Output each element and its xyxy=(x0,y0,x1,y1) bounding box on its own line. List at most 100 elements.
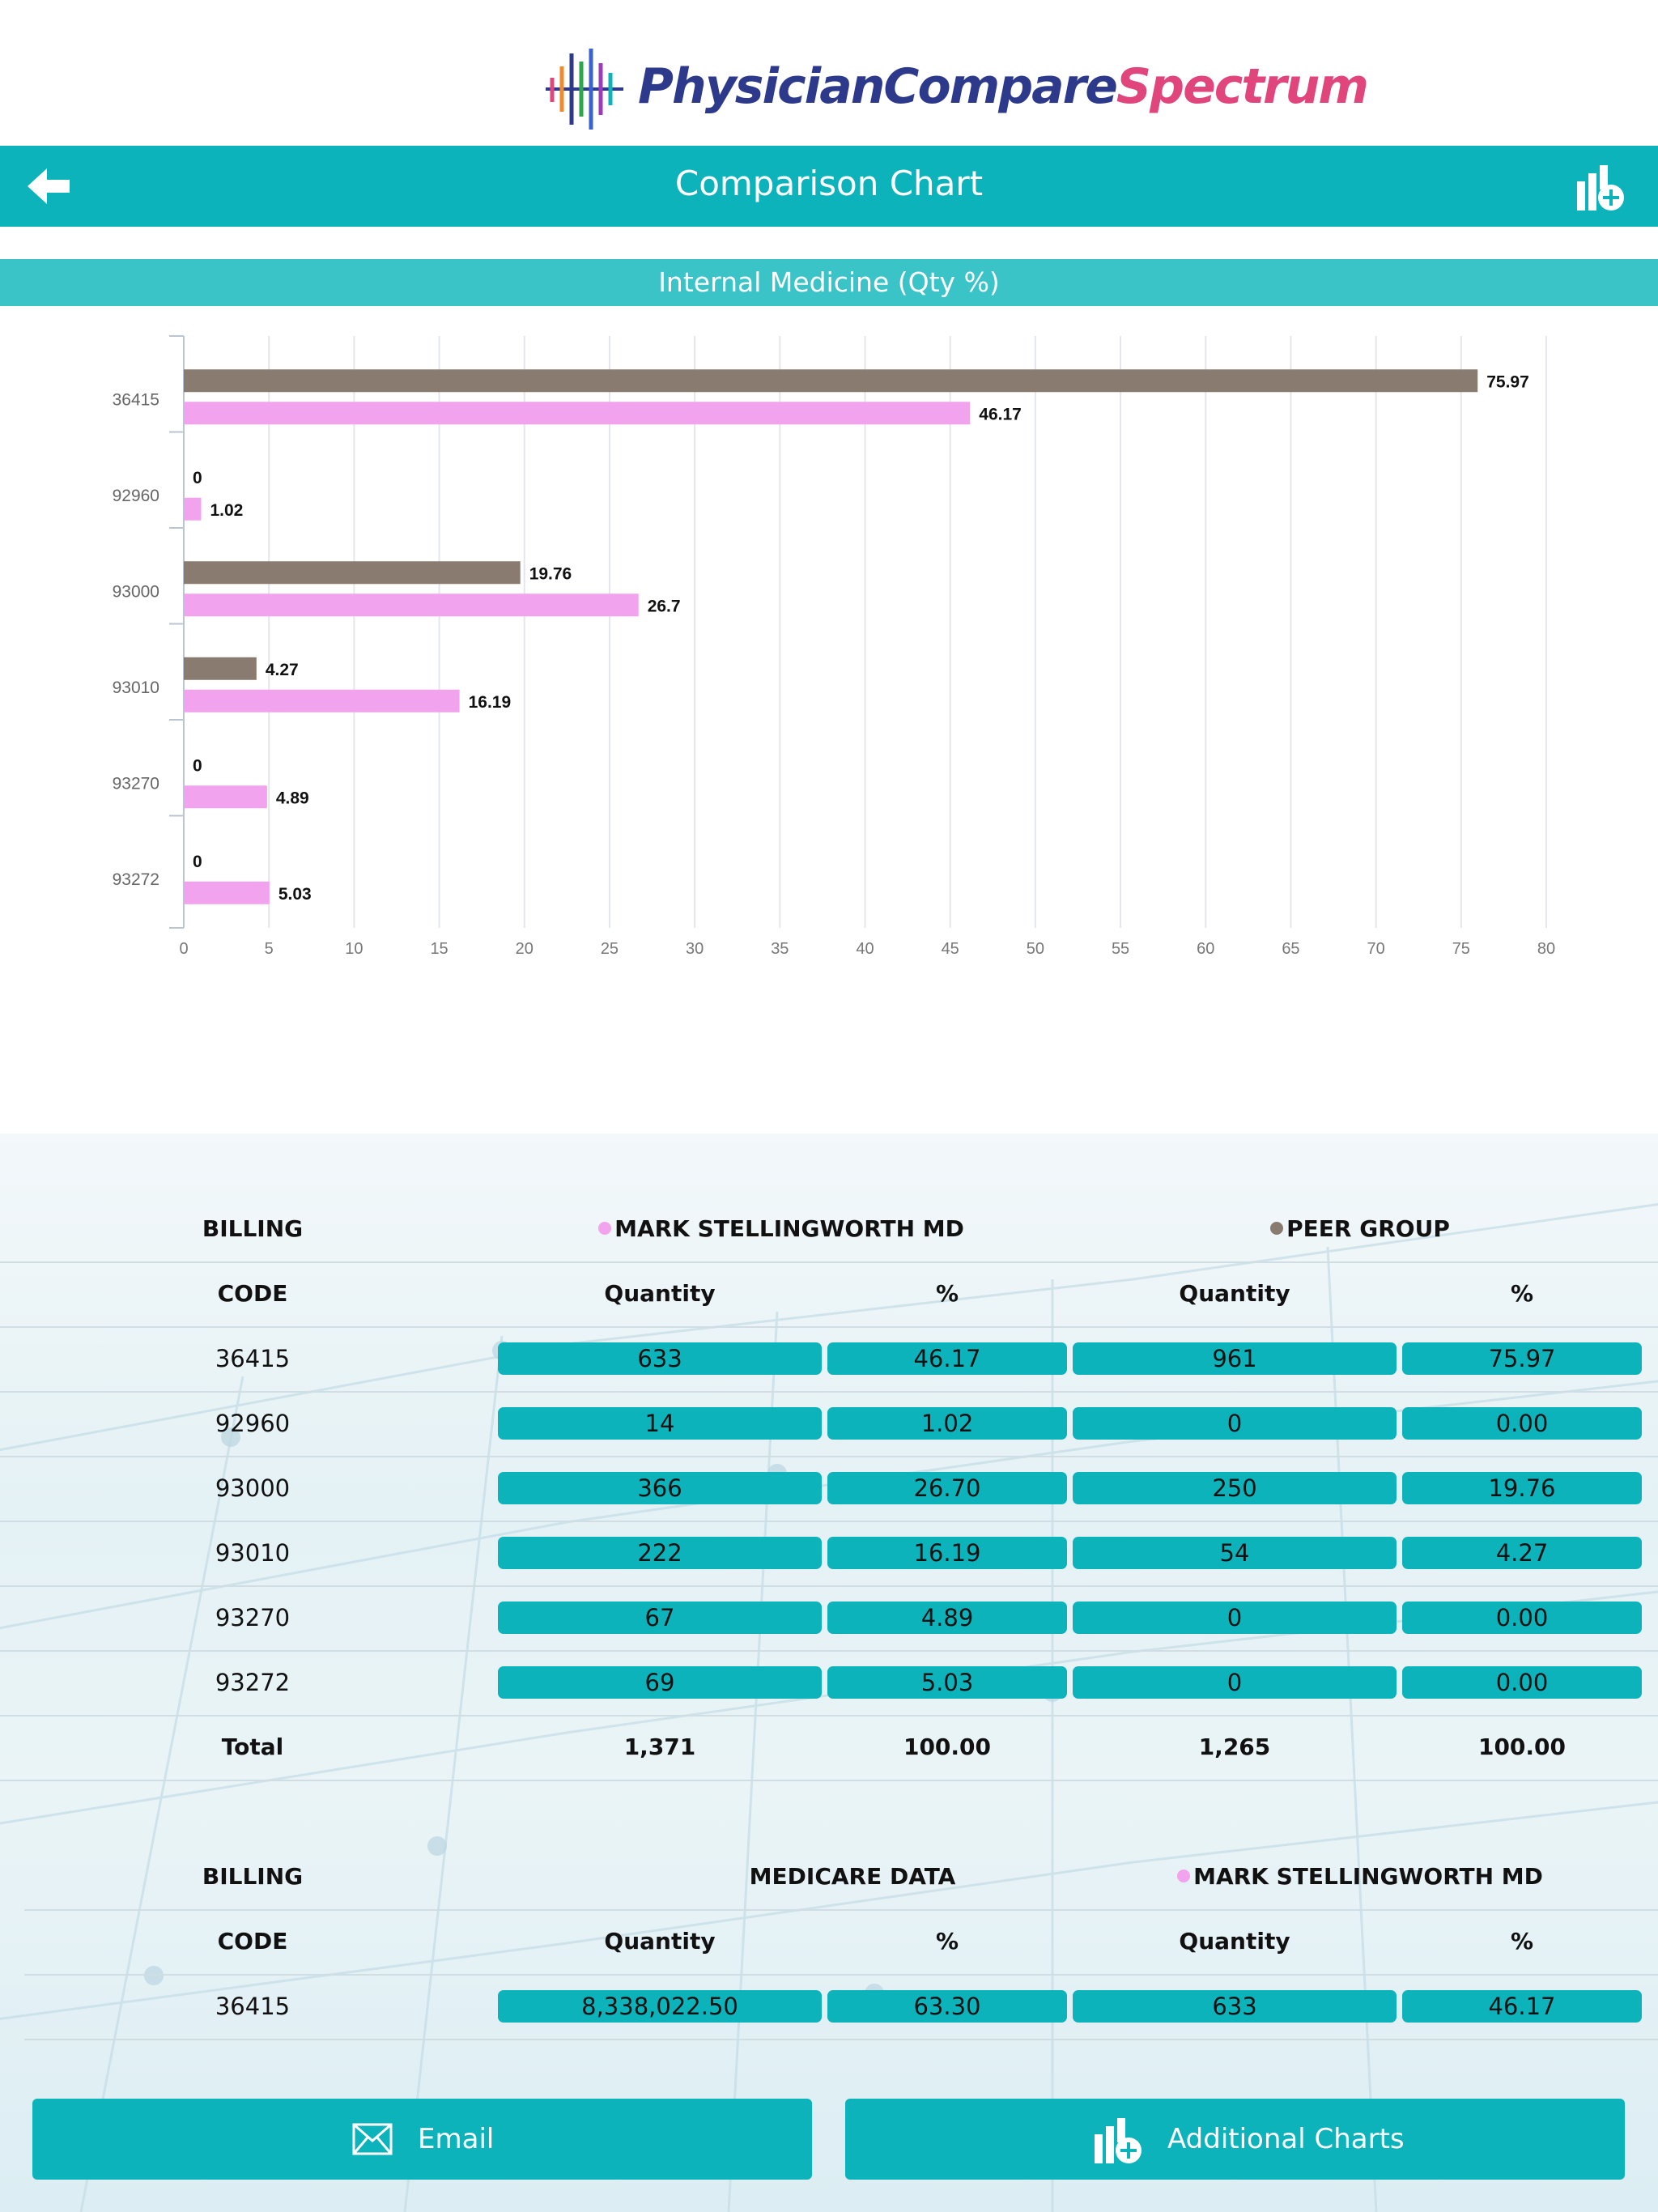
quantity-value: 961 xyxy=(1073,1342,1397,1375)
bar-value-label: 4.27 xyxy=(266,661,299,679)
add-chart-icon xyxy=(1577,165,1624,211)
percent-header: % xyxy=(935,1280,959,1307)
logo-text-spectrum: Spectrum xyxy=(1116,58,1369,115)
quantity-value: 14 xyxy=(498,1407,822,1440)
peer-group-legend-dot xyxy=(1270,1222,1284,1235)
y-tick-label: 93000 xyxy=(113,582,159,601)
percent-value: 0.00 xyxy=(1402,1666,1642,1699)
y-tick-label: 93270 xyxy=(113,774,159,793)
percent-value: 26.70 xyxy=(827,1472,1067,1504)
chart-title-banner: Internal Medicine (Qty %) xyxy=(0,259,1658,306)
y-tick-label: 93272 xyxy=(113,870,159,889)
physician-bar xyxy=(184,785,267,809)
percent-value: 46.17 xyxy=(1402,1990,1642,2023)
arrow-left-icon xyxy=(28,168,70,204)
quantity-value: 69 xyxy=(498,1666,822,1699)
x-tick-label: 15 xyxy=(430,940,448,958)
table-row: 92960 14 1.02 0 0.00 xyxy=(0,1391,1658,1457)
physician-bar xyxy=(184,689,460,713)
billing-code-header: BILLING CODE xyxy=(202,1215,304,1307)
table-total-row: Total 1,371 100.00 1,265 100.00 xyxy=(0,1715,1658,1781)
physician-legend-dot xyxy=(1177,1870,1191,1882)
page-title: Comparison Chart xyxy=(674,164,984,203)
percent-value: 0.00 xyxy=(1402,1407,1642,1440)
quantity-value: 54 xyxy=(1073,1537,1397,1569)
quantity-header: Quantity xyxy=(1179,1280,1290,1307)
medicare-header: MEDICARE DATA xyxy=(749,1863,956,1890)
percent-value: 5.03 xyxy=(827,1666,1067,1699)
x-tick-label: 35 xyxy=(771,940,789,958)
percent-value: 4.27 xyxy=(1402,1537,1642,1569)
peer-group-bar xyxy=(184,657,257,680)
percent-header: % xyxy=(1510,1280,1534,1307)
y-tick-label: 93010 xyxy=(113,678,159,697)
billing-code-cell: 92960 xyxy=(215,1410,291,1437)
table-subheader-row: Quantity % Quantity % xyxy=(24,1909,1658,1976)
logo-wordmark: PhysicianCompareSpectrum xyxy=(638,58,1369,115)
logo-icon xyxy=(546,49,623,130)
total-percent: 100.00 xyxy=(1477,1733,1567,1760)
quantity-value: 0 xyxy=(1073,1407,1397,1440)
table-header-row: BILLING CODE MEDICARE DATA MARK STELLING… xyxy=(24,1844,1658,1955)
quantity-header: Quantity xyxy=(1179,1928,1290,1955)
percent-value: 0.00 xyxy=(1402,1602,1642,1634)
x-tick-label: 65 xyxy=(1282,940,1299,958)
percent-value: 63.30 xyxy=(827,1990,1067,2023)
x-tick-label: 70 xyxy=(1367,940,1385,958)
table-header-row: BILLING CODE MARK STELLINGWORTH MD PEER … xyxy=(0,1197,1658,1307)
quantity-value: 8,338,022.50 xyxy=(498,1990,822,2023)
x-tick-label: 55 xyxy=(1112,940,1129,958)
email-button[interactable]: Email xyxy=(32,2099,812,2180)
percent-value: 19.76 xyxy=(1402,1472,1642,1504)
chart-section: Internal Medicine (Qty %) 0 5 10 15 20 25 30 35… xyxy=(0,227,1658,1134)
x-tick-label: 40 xyxy=(856,940,874,958)
physician-bar xyxy=(184,497,202,521)
bar-value-label: 16.19 xyxy=(469,693,512,712)
table-row: 36415 633 46.17 961 75.97 xyxy=(0,1326,1658,1393)
physician-header: MARK STELLINGWORTH MD xyxy=(498,1197,1065,1261)
bar-value-label: 1.02 xyxy=(210,501,243,520)
billing-code-cell: 36415 xyxy=(215,1993,291,2020)
table-row: 93272 69 5.03 0 0.00 xyxy=(0,1650,1658,1716)
bar-value-label: 0 xyxy=(193,756,202,775)
physician-bar xyxy=(184,881,270,904)
quantity-value: 0 xyxy=(1073,1666,1397,1699)
x-tick-label: 75 xyxy=(1452,940,1470,958)
additional-charts-label: Additional Charts xyxy=(1167,2123,1405,2155)
peer-group-header: PEER GROUP xyxy=(1073,1197,1647,1261)
quantity-header: Quantity xyxy=(604,1280,716,1307)
percent-value: 75.97 xyxy=(1402,1342,1642,1375)
physician-header-label: MARK STELLINGWORTH MD xyxy=(1193,1863,1543,1890)
bar-value-label: 0 xyxy=(193,853,202,871)
table-row: 93010 222 16.19 54 4.27 xyxy=(0,1521,1658,1587)
billing-code-cell: 93270 xyxy=(215,1604,291,1631)
peer-group-bar xyxy=(184,561,521,585)
additional-charts-button[interactable]: Additional Charts xyxy=(845,2099,1625,2180)
billing-code-cell: 93010 xyxy=(215,1539,291,1567)
app-header: PhysicianCompareSpectrum xyxy=(0,0,1658,146)
peer-group-header-label: PEER GROUP xyxy=(1286,1215,1450,1242)
total-percent: 100.00 xyxy=(903,1733,992,1760)
physician-header: MARK STELLINGWORTH MD xyxy=(1073,1844,1647,1909)
back-button[interactable] xyxy=(23,162,74,211)
quantity-value: 67 xyxy=(498,1602,822,1634)
comparison-bar-chart: 0 5 10 15 20 25 30 35 40 45 50 55 60 65 70 75 80 36415 75.… xyxy=(113,335,1555,958)
percent-header: % xyxy=(1510,1928,1534,1955)
table-subheader-row: Quantity % Quantity % xyxy=(0,1261,1658,1328)
physician-bar xyxy=(184,593,639,617)
x-tick-label: 5 xyxy=(265,940,274,958)
x-tick-label: 0 xyxy=(179,940,188,958)
y-tick-label: 92960 xyxy=(113,487,159,505)
percent-value: 1.02 xyxy=(827,1407,1067,1440)
quantity-value: 366 xyxy=(498,1472,822,1504)
x-tick-label: 10 xyxy=(345,940,363,958)
logo-text-main: PhysicianCompare xyxy=(638,58,1118,115)
nav-bar: Comparison Chart xyxy=(0,146,1658,227)
quantity-value: 0 xyxy=(1073,1602,1397,1634)
percent-value: 4.89 xyxy=(827,1602,1067,1634)
y-tick-label: 36415 xyxy=(113,390,159,409)
physician-legend-dot xyxy=(598,1222,612,1235)
total-quantity: 1,265 xyxy=(1198,1733,1271,1760)
total-label: Total xyxy=(221,1733,284,1760)
additional-charts-nav-button[interactable] xyxy=(1575,164,1627,212)
